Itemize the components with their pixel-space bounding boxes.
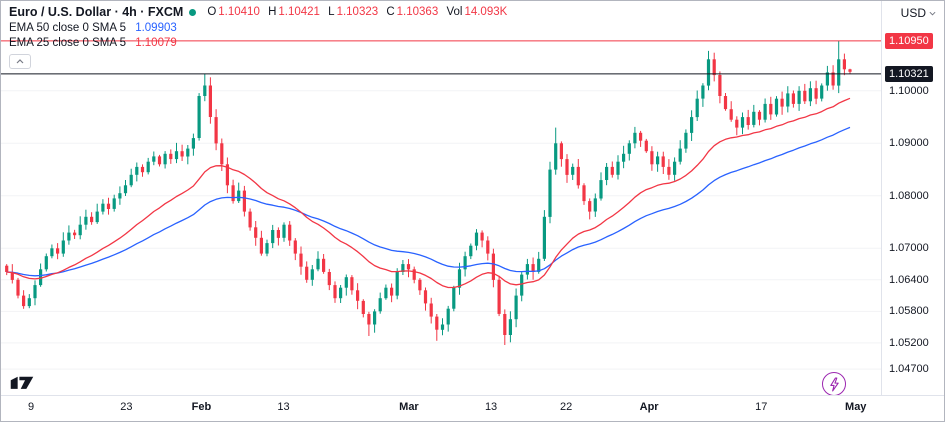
lightning-button[interactable]: [822, 372, 846, 396]
time-axis-label: 17: [755, 401, 768, 413]
currency-selector[interactable]: USD: [901, 6, 936, 20]
indicator-row-ema25[interactable]: EMA 25 close 0 SMA 5 1.10079: [9, 37, 507, 49]
indicator-ema50-label: EMA 50 close 0 SMA 5: [9, 22, 126, 34]
price-chart-canvas[interactable]: Euro / U.S. Dollar · 4h · FXCM O 1.10410 …: [1, 1, 884, 398]
volume-label: Vol: [446, 6, 463, 18]
time-axis-label: Feb: [191, 401, 212, 413]
price-badge: 1.10321: [885, 65, 933, 82]
price-tick-label: 1.08000: [889, 189, 929, 202]
close-value: 1.10363: [396, 6, 439, 18]
time-axis-label: 23: [120, 401, 133, 413]
currency-label: USD: [900, 6, 926, 20]
price-tick-label: 1.07000: [889, 242, 929, 255]
symbol-row: Euro / U.S. Dollar · 4h · FXCM O 1.10410 …: [9, 5, 507, 19]
close-label: C: [386, 6, 395, 18]
indicator-ema50-value: 1.09903: [135, 22, 177, 34]
collapse-legend-button[interactable]: [9, 54, 31, 69]
high-label: H: [268, 6, 277, 18]
time-axis-label: Apr: [639, 401, 659, 413]
indicator-ema25-value: 1.10079: [135, 37, 177, 49]
tradingview-logo-icon: [10, 376, 34, 389]
chart-legend: Euro / U.S. Dollar · 4h · FXCM O 1.10410 …: [9, 5, 507, 69]
time-axis-label: May: [845, 401, 867, 413]
lightning-icon: [829, 377, 839, 391]
open-label: O: [207, 6, 217, 18]
price-tick-label: 1.06400: [889, 273, 929, 286]
time-axis-label: 22: [559, 401, 573, 413]
time-axis-label: 13: [277, 401, 290, 413]
time-axis-label: 13: [484, 401, 498, 413]
price-tick-label: 1.10000: [889, 84, 929, 97]
time-axis-label: Mar: [399, 401, 419, 413]
ohlc-values: O 1.10410 H 1.10421 L 1.10323 C 1.10363 Vol 1…: [202, 6, 507, 18]
low-value: 1.10323: [336, 6, 379, 18]
chevron-up-icon: [16, 59, 24, 64]
tradingview-logo[interactable]: [9, 373, 35, 396]
volume-value: 14.093K: [464, 6, 508, 18]
price-axis[interactable]: USD 1.10000 1.09000 1.08000 1.07000 1.06400 1…: [881, 1, 944, 398]
price-tick-label: 1.09000: [889, 137, 929, 150]
low-label: L: [328, 6, 335, 18]
price-tick-label: 1.05200: [889, 336, 929, 349]
market-status-icon[interactable]: [189, 8, 197, 16]
candlestick-chart: [1, 40, 884, 370]
price-tick-label: 1.04700: [889, 363, 929, 376]
price-tick-label: 1.05800: [889, 305, 929, 318]
chevron-down-icon: [929, 11, 936, 16]
indicator-row-ema50[interactable]: EMA 50 close 0 SMA 5 1.09903: [9, 22, 507, 34]
time-axis[interactable]: 9 23 Feb 13 Mar 13 22 Apr 17 May: [1, 395, 944, 421]
open-value: 1.10410: [218, 6, 260, 18]
symbol-title[interactable]: Euro / U.S. Dollar · 4h · FXCM: [9, 5, 184, 19]
time-axis-label: 9: [27, 401, 35, 413]
indicator-ema25-label: EMA 25 close 0 SMA 5: [9, 37, 126, 49]
price-badge: 1.10950: [885, 32, 933, 49]
high-value: 1.10421: [278, 6, 320, 18]
